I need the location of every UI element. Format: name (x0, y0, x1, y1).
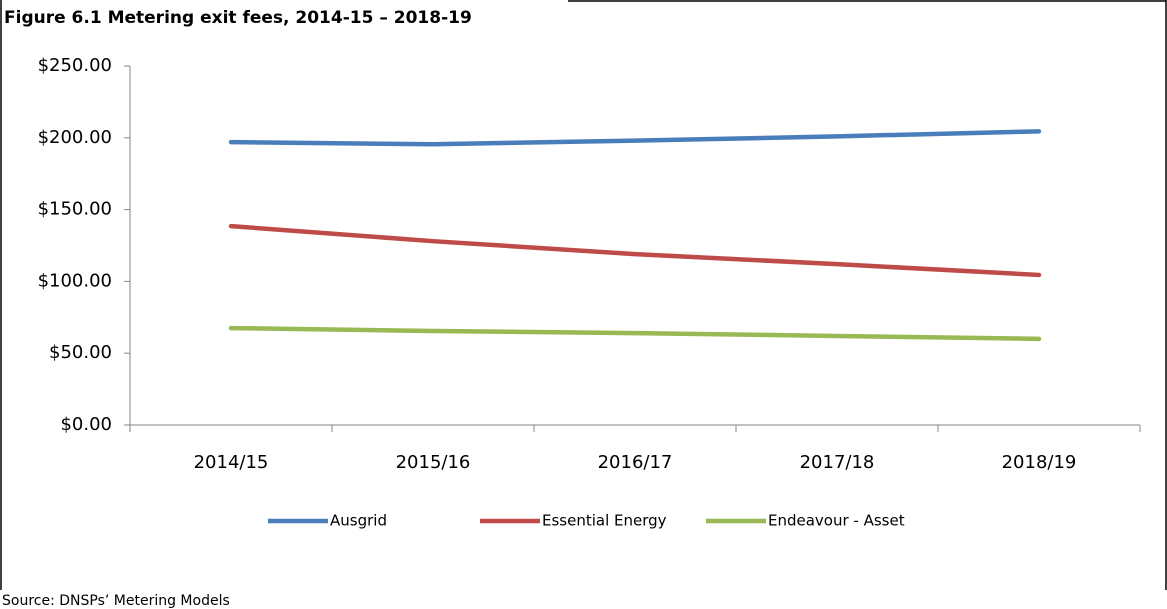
x-tick-label: 2016/17 (598, 452, 673, 473)
y-tick-label: $200.00 (38, 127, 112, 148)
y-tick-label: $250.00 (38, 55, 112, 76)
y-tick-label: $150.00 (38, 199, 112, 220)
y-tick-label: $50.00 (49, 342, 112, 363)
x-tick-label: 2014/15 (194, 452, 269, 473)
legend-label: Essential Energy (542, 512, 667, 530)
x-tick-label: 2018/19 (1002, 452, 1077, 473)
series-line (228, 223, 1042, 278)
legend-label: Endeavour - Asset (768, 512, 905, 530)
x-tick-label: 2017/18 (800, 452, 875, 473)
source-note: Source: DNSPs’ Metering Models (2, 593, 230, 609)
y-tick-label: $100.00 (38, 270, 112, 291)
series-line (228, 129, 1042, 147)
chart-title: Figure 6.1 Metering exit fees, 2014-15 –… (4, 8, 472, 28)
legend-label: Ausgrid (330, 512, 387, 530)
x-tick-label: 2015/16 (396, 452, 471, 473)
series-line (228, 325, 1042, 342)
y-tick-label: $0.00 (60, 414, 112, 435)
